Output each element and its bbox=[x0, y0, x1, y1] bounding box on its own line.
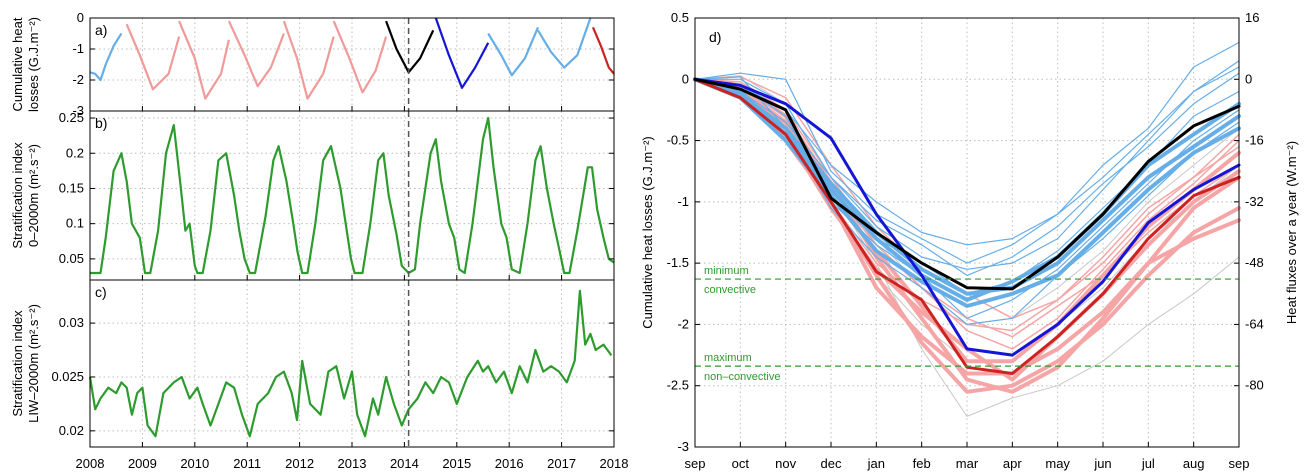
x-tick-label: 2017 bbox=[547, 456, 576, 471]
series-line-1 bbox=[88, 289, 613, 438]
y-axis-label-line-2: losses (G.J.m⁻²) bbox=[26, 17, 41, 112]
y-tick-label: -2.5 bbox=[667, 378, 689, 393]
x-tick-label: 2016 bbox=[495, 456, 524, 471]
x-tick-label: 2010 bbox=[180, 456, 209, 471]
y-right-tick-label: 16 bbox=[1245, 10, 1259, 25]
x-tick-label: 2014 bbox=[390, 456, 419, 471]
y-tick-label: -1.5 bbox=[667, 255, 689, 270]
panel-b: 0.05 0.1 0.15 0.2 0.25 b) Stratification index… bbox=[10, 110, 615, 281]
y-right-tick-label: -64 bbox=[1245, 316, 1264, 331]
y-axis-label-right: Heat fluxes over a year (W.m⁻²) bbox=[1284, 141, 1299, 324]
x-tick-label: 2009 bbox=[128, 456, 157, 471]
x-tick-label: 2008 bbox=[76, 456, 105, 471]
x-tick-label: 2018 bbox=[600, 456, 629, 471]
y-tick-label: 0.03 bbox=[59, 315, 84, 330]
x-tick-label: 2013 bbox=[338, 456, 367, 471]
x-tick-label: 2011 bbox=[233, 456, 261, 471]
y-tick-label: 0.15 bbox=[59, 180, 84, 195]
series-line-8 bbox=[434, 17, 490, 89]
panel-label: a) bbox=[95, 22, 107, 38]
y-right-tick-label: -16 bbox=[1245, 133, 1264, 148]
x-tick-label: 2015 bbox=[442, 456, 471, 471]
x-tick-label: oct bbox=[732, 456, 750, 471]
panel-d: minimum convective maximum non–convective 0.… bbox=[640, 10, 1299, 471]
y-axis-label-line-1: Stratification index bbox=[10, 142, 25, 249]
y-tick-label: -0.5 bbox=[667, 133, 689, 148]
y-axis-label-line-2: LIW–2000m (m².s⁻²) bbox=[26, 304, 41, 423]
x-tick-label: jan bbox=[867, 456, 885, 471]
y-tick-label: 0.2 bbox=[66, 145, 84, 160]
threshold-label-above: maximum bbox=[704, 352, 752, 364]
y-tick-label: 0.025 bbox=[51, 369, 84, 384]
x-tick-label: feb bbox=[913, 456, 931, 471]
y-tick-label: -1 bbox=[72, 41, 84, 56]
series-line-10 bbox=[537, 17, 592, 69]
series-line-4 bbox=[227, 20, 285, 88]
y-axis-label: Cumulative heat losses (G.J.m⁻²) bbox=[640, 136, 655, 329]
y-tick-label: -2 bbox=[677, 316, 689, 331]
series-line-20 bbox=[693, 77, 1241, 296]
y-axis-label-line-1: Cumulative heat bbox=[10, 17, 25, 111]
panel-label: d) bbox=[709, 29, 721, 45]
y-right-tick-label: -48 bbox=[1245, 255, 1264, 270]
y-tick-label: -3 bbox=[72, 103, 84, 118]
axes-frame bbox=[89, 279, 615, 448]
series-line-21 bbox=[693, 77, 1241, 308]
y-tick-label: 0 bbox=[682, 71, 689, 86]
series-line-3 bbox=[178, 20, 230, 100]
panel-c: 0.02 0.025 0.03 c) Stratification index LIW–2… bbox=[10, 279, 629, 471]
threshold-label-below: convective bbox=[704, 284, 756, 296]
threshold-label-below: non–convective bbox=[704, 371, 780, 383]
y-tick-label: 0.05 bbox=[59, 251, 84, 266]
series-line-11 bbox=[591, 26, 615, 75]
y-tick-label: -3 bbox=[677, 439, 689, 454]
series-line-9 bbox=[487, 26, 540, 77]
y-tick-label: 0.1 bbox=[66, 216, 84, 231]
series-line-5 bbox=[282, 20, 335, 100]
y-tick-label: -2 bbox=[72, 72, 84, 87]
y-tick-label: 0.25 bbox=[59, 110, 84, 125]
y-axis-label-line-2: 0–2000m (m².s⁻²) bbox=[26, 144, 41, 247]
y-right-tick-label: -80 bbox=[1245, 378, 1264, 393]
x-tick-label: nov bbox=[775, 456, 796, 471]
series-line-7 bbox=[385, 20, 435, 74]
y-tick-label: -1 bbox=[677, 194, 689, 209]
x-tick-label: jun bbox=[1093, 456, 1111, 471]
series-line-2 bbox=[125, 23, 181, 91]
y-right-tick-label: -32 bbox=[1245, 194, 1264, 209]
x-tick-label: mar bbox=[956, 456, 979, 471]
x-tick-label: sep bbox=[1229, 456, 1250, 471]
y-tick-label: 0 bbox=[77, 10, 84, 25]
x-tick-label: dec bbox=[821, 456, 842, 471]
series-line-24 bbox=[693, 77, 1241, 357]
y-axis-label-line-1: Stratification index bbox=[10, 310, 25, 417]
x-tick-label: may bbox=[1045, 456, 1070, 471]
x-tick-label: sep bbox=[685, 456, 706, 471]
series-line-6 bbox=[332, 20, 388, 94]
series-line-1 bbox=[89, 32, 123, 82]
x-tick-label: aug bbox=[1183, 456, 1205, 471]
panel-label: c) bbox=[95, 284, 107, 300]
y-tick-label: 0.5 bbox=[671, 10, 689, 25]
series-line-16 bbox=[694, 72, 1240, 276]
x-tick-label: apr bbox=[1003, 456, 1022, 471]
axes-frame bbox=[89, 110, 615, 281]
y-right-tick-label: 0 bbox=[1245, 71, 1252, 86]
series-line-1 bbox=[90, 116, 615, 275]
x-tick-label: jul bbox=[1141, 456, 1155, 471]
panel-label: b) bbox=[95, 115, 107, 131]
series-line-13 bbox=[694, 41, 1240, 264]
threshold-label-above: minimum bbox=[704, 265, 749, 277]
y-tick-label: 0.02 bbox=[59, 423, 84, 438]
series-line-25 bbox=[693, 77, 1241, 291]
panel-a: 0 -1 -2 -3 a) Cumulative heat losses (G.J.m⁻²) bbox=[10, 10, 615, 118]
series-line-23 bbox=[693, 77, 1241, 375]
x-tick-label: 2012 bbox=[285, 456, 314, 471]
